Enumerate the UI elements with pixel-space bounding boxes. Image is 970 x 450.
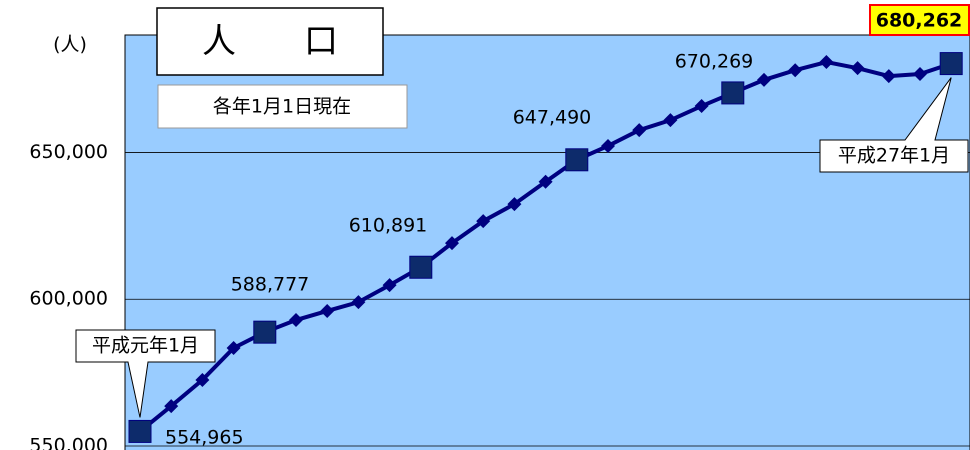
marker (445, 236, 459, 251)
data-label: 647,490 (513, 107, 592, 129)
big-marker (128, 419, 152, 443)
marker (819, 55, 834, 70)
highlight-box (869, 4, 970, 36)
marker (881, 69, 896, 84)
big-marker (939, 52, 963, 76)
marker (538, 174, 553, 189)
data-label: 680,262 (876, 10, 963, 32)
title-box (156, 7, 384, 76)
marker (164, 399, 179, 414)
big-marker (721, 81, 745, 105)
marker (289, 313, 303, 328)
data-label: 588,777 (231, 274, 310, 296)
data-label: 554,965 (165, 427, 244, 449)
y-tick-label: 650,000 (29, 141, 108, 163)
marker (195, 372, 210, 387)
marker (351, 295, 366, 310)
marker (788, 63, 803, 78)
callout-text: 平成27年1月 (838, 145, 950, 167)
data-label: 670,269 (675, 51, 754, 73)
y-tick-label: 600,000 (29, 288, 108, 310)
marker (913, 67, 927, 82)
marker (320, 303, 335, 318)
marker (663, 113, 678, 128)
y-unit: (人) (53, 34, 87, 56)
big-marker (409, 255, 433, 279)
marker (601, 138, 615, 153)
data-label: 610,891 (349, 215, 428, 237)
marker (850, 61, 865, 76)
big-marker (253, 320, 277, 344)
subtitle-box (157, 84, 408, 129)
callout-box (819, 77, 969, 173)
marker (694, 99, 709, 114)
chart-title: 人 口 (202, 22, 338, 62)
marker (507, 197, 522, 212)
marker (476, 214, 491, 229)
y-tick-label: 550,000 (29, 435, 108, 450)
marker (757, 72, 771, 87)
callout-text: 平成元年1月 (92, 335, 199, 357)
marker (382, 278, 397, 293)
big-marker (565, 148, 589, 172)
subtitle: 各年1月1日現在 (213, 96, 351, 118)
marker (226, 340, 241, 355)
callout-box (75, 329, 216, 418)
marker (632, 123, 647, 138)
